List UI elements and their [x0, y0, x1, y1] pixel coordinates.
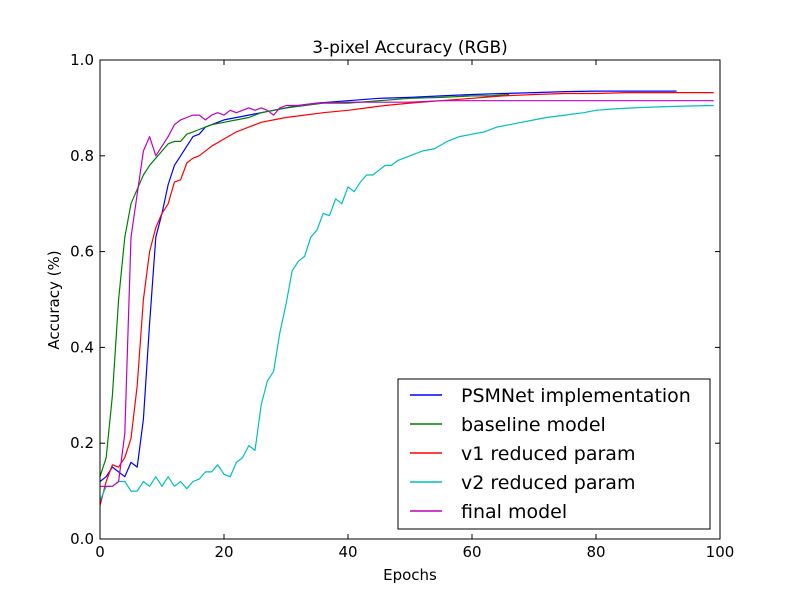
- y-axis-title: Accuracy (%): [45, 250, 63, 349]
- ticks-layer: 0 20 40 60 80 100 0.0 0.2 0.4 0.6 0.8 1.0: [70, 51, 734, 561]
- x-tick-label: 100: [706, 543, 735, 561]
- legend-label: baseline model: [461, 414, 606, 436]
- x-tick-label: 80: [586, 543, 605, 561]
- series-line-4: [100, 100, 714, 487]
- series-line-1: [99, 93, 510, 477]
- legend-label: v2 reduced param: [461, 472, 635, 494]
- legend: PSMNet implementation baseline model v1 re…: [397, 378, 711, 530]
- x-axis-title: Epochs: [383, 566, 437, 584]
- plot-frame: [99, 59, 721, 540]
- y-tick-label: 0.6: [70, 243, 94, 261]
- legend-label: v1 reduced param: [461, 443, 635, 465]
- plot-area: 0 20 40 60 80 100 0.0 0.2 0.4 0.6 0.8 1.0: [70, 51, 734, 561]
- legend-label: PSMNet implementation: [461, 385, 691, 407]
- chart-title: 3-pixel Accuracy (RGB): [312, 38, 508, 58]
- series-line-0: [99, 90, 677, 482]
- y-tick-label: 0.0: [70, 530, 94, 548]
- legend-frame: [397, 378, 711, 530]
- series-layer: [99, 90, 714, 506]
- y-tick-label: 0.4: [70, 338, 94, 356]
- x-tick-label: 20: [214, 543, 233, 561]
- y-tick-label: 1.0: [70, 51, 94, 69]
- y-tick-label: 0.2: [70, 434, 94, 452]
- y-tick-label: 0.8: [70, 147, 94, 165]
- x-tick-label: 60: [462, 543, 481, 561]
- x-tick-label: 0: [95, 543, 105, 561]
- x-tick-label: 40: [338, 543, 357, 561]
- series-line-3: [99, 104, 714, 501]
- legend-label: final model: [461, 501, 567, 523]
- series-line-2: [99, 92, 714, 506]
- legend-items: PSMNet implementation baseline model v1 re…: [410, 385, 691, 523]
